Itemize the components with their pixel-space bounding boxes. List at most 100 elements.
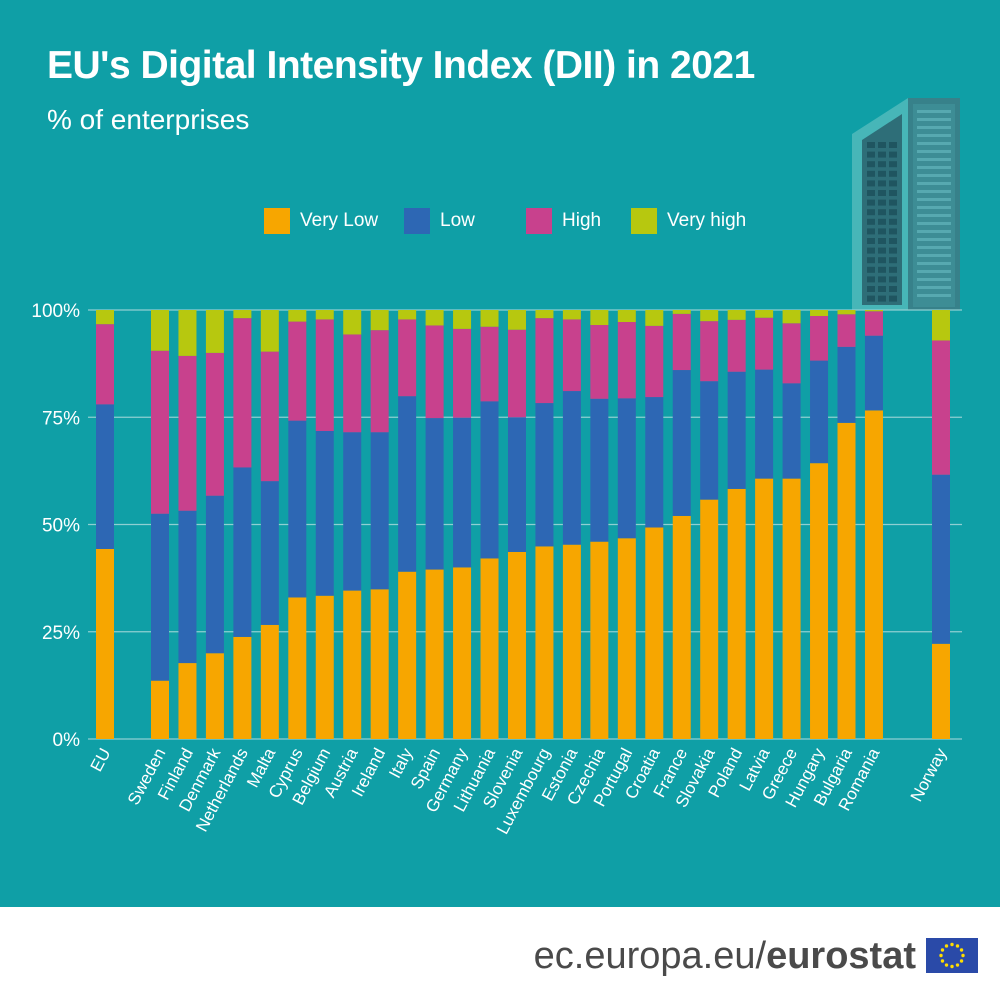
building-window: [889, 266, 897, 273]
building-window: [867, 209, 875, 216]
chart-subtitle: % of enterprises: [47, 104, 250, 135]
building-window: [878, 209, 886, 216]
building-window: [867, 295, 875, 302]
building-window: [889, 276, 897, 283]
building-stripe: [917, 254, 951, 257]
legend-swatch-very-low: [264, 208, 290, 234]
bar-segment-very-high: [507, 310, 526, 330]
bar-segment-very-low: [96, 548, 114, 739]
building-window: [867, 170, 875, 177]
bar-segment-high: [932, 340, 950, 475]
bar-segment-very-high: [535, 310, 554, 319]
bar-segment-very-low: [590, 541, 609, 739]
bar-segment-very-high: [233, 310, 252, 319]
bar-segment-low: [398, 396, 417, 572]
bar-segment-very-low: [233, 636, 252, 739]
bar-segment-high: [864, 311, 883, 336]
legend-label-low: Low: [440, 210, 475, 231]
building-stripe: [917, 270, 951, 273]
y-tick-label: 25%: [42, 623, 80, 644]
bar-segment-low: [590, 398, 609, 542]
building-window: [889, 247, 897, 254]
building-window: [878, 170, 886, 177]
bar-segment-very-low: [932, 643, 950, 739]
bar-segment-high: [755, 317, 774, 370]
bar-segment-high: [370, 330, 389, 433]
bar-segment-low: [151, 513, 169, 681]
building-window: [878, 276, 886, 283]
building-stripe: [917, 206, 951, 209]
bar-segment-very-high: [453, 310, 472, 329]
bar-segment-high: [645, 325, 664, 398]
bar-segment-very-low: [151, 680, 169, 739]
bar-segment-low: [233, 467, 252, 637]
bar-segment-very-low: [205, 653, 224, 739]
bar-segment-low: [96, 404, 114, 549]
building-stripe: [917, 134, 951, 137]
bar-segment-high: [205, 352, 224, 496]
bar-segment-very-high: [178, 310, 197, 356]
bar-segment-very-low: [727, 488, 746, 739]
flag-star: [944, 944, 949, 948]
bar-segment-very-low: [645, 527, 664, 739]
bar-segment-low: [260, 481, 279, 625]
legend-label-very-low: Very Low: [300, 210, 379, 231]
bar-segment-very-low: [864, 410, 883, 739]
bar-segment-high: [700, 321, 719, 382]
bar-segment-low: [782, 383, 801, 479]
building-window: [878, 238, 886, 244]
building-window: [889, 209, 897, 216]
bar-segment-very-high: [700, 310, 719, 322]
building-window: [878, 218, 886, 225]
legend-item-low: Low: [404, 208, 475, 234]
bar-segment-low: [755, 369, 774, 479]
building-window: [867, 286, 875, 292]
building-stripe: [917, 246, 951, 249]
building-window: [889, 218, 897, 225]
bar-segment-very-high: [932, 310, 950, 341]
bar-segment-high: [151, 350, 169, 514]
flag-star: [944, 963, 949, 967]
building-window: [867, 238, 875, 244]
bar-segment-very-low: [288, 597, 307, 739]
bar-segment-very-high: [645, 310, 664, 326]
building-window: [878, 161, 886, 168]
y-tick-label: 100%: [31, 301, 80, 322]
bar-segment-low: [507, 417, 526, 552]
building-stripe: [917, 286, 951, 289]
building-window: [889, 161, 897, 168]
y-tick-label: 75%: [42, 408, 80, 429]
bar-segment-low: [288, 420, 307, 598]
y-tick-label: 0%: [53, 730, 81, 751]
bar-segment-very-high: [260, 310, 279, 352]
building-window: [878, 286, 886, 292]
bar-segment-very-high: [425, 310, 444, 326]
building-window: [878, 142, 886, 148]
bar-segment-very-high: [343, 310, 362, 335]
legend-label-high: High: [562, 210, 602, 231]
bar-segment-low: [343, 432, 362, 591]
bar-segment-high: [343, 334, 362, 433]
building-stripe: [917, 174, 951, 177]
bar-segment-very-high: [315, 310, 334, 320]
bar-segment-high: [837, 314, 856, 347]
building-window: [889, 257, 897, 264]
chart-legend: Very Low Low High Very high: [0, 208, 1000, 238]
building-window: [889, 295, 897, 302]
flag-star: [955, 963, 960, 967]
bar-segment-low: [480, 401, 499, 559]
bar-segment-high: [233, 318, 252, 468]
building-window: [889, 238, 897, 244]
bar-segment-high: [398, 319, 417, 397]
bar-segment-very-high: [864, 310, 883, 312]
y-tick-label: 50%: [42, 516, 80, 537]
bar-segment-very-high: [480, 310, 499, 327]
footer-source[interactable]: ec.europa.eu/eurostat: [534, 935, 916, 978]
building-window: [867, 247, 875, 254]
building-stripe: [917, 238, 951, 241]
building-window: [867, 161, 875, 168]
building-window: [889, 142, 897, 148]
building-window: [878, 295, 886, 302]
stacked-bar-chart: 0% 25% 50% 75% 100% EU SwedenFinlandDenmarkNe…: [31, 98, 962, 837]
bar-segment-very-high: [151, 310, 169, 351]
